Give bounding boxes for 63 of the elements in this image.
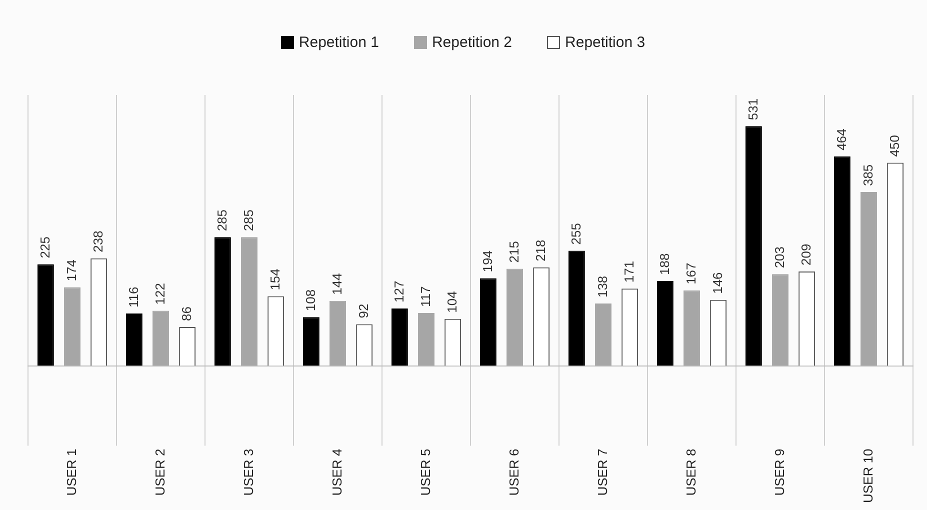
legend-label: Repetition 2 [432, 34, 512, 51]
data-label: 194 [480, 250, 495, 272]
bar [126, 313, 142, 366]
legend-label: Repetition 1 [298, 34, 379, 51]
bar [391, 308, 408, 366]
data-label: 171 [621, 260, 636, 283]
data-label: 255 [568, 223, 584, 245]
x-tick-label: USER 9 [772, 448, 787, 496]
data-label: 122 [152, 283, 168, 305]
data-label: 285 [240, 209, 256, 232]
data-label: 86 [178, 306, 194, 321]
bar [214, 237, 231, 366]
bar [860, 192, 877, 366]
data-label: 174 [64, 260, 79, 282]
bar [330, 300, 346, 366]
x-tick-label: USER 1 [64, 448, 79, 496]
bar [64, 287, 80, 366]
data-label: 144 [329, 273, 344, 295]
bar [684, 290, 700, 366]
bar [745, 126, 762, 366]
data-label: 108 [302, 289, 318, 312]
data-label: 218 [532, 240, 548, 262]
bar [241, 237, 258, 366]
data-label: 154 [267, 268, 282, 290]
bar [656, 280, 674, 366]
data-label: 127 [391, 280, 406, 302]
data-label: 464 [834, 128, 849, 150]
bar [506, 268, 523, 366]
x-tick-label: USER 3 [240, 448, 256, 496]
data-label: 531 [745, 98, 760, 120]
x-tick-label: USER 7 [594, 448, 610, 496]
data-label: 104 [444, 291, 460, 313]
legend-label: Repetition 3 [565, 34, 646, 51]
bar [418, 313, 434, 366]
x-tick-label: USER 2 [152, 448, 168, 496]
bar [302, 317, 320, 366]
x-tick-label: USER 10 [860, 448, 876, 504]
data-label: 209 [798, 244, 814, 266]
data-label: 385 [860, 164, 876, 186]
x-tick-label: USER 6 [506, 448, 522, 496]
data-label: 167 [683, 262, 698, 284]
data-label: 450 [886, 135, 902, 157]
bar [480, 278, 496, 366]
data-label: 117 [418, 286, 433, 307]
data-label: 146 [710, 272, 725, 294]
data-label: 285 [214, 209, 230, 232]
bar [568, 250, 585, 366]
bar [772, 274, 788, 366]
data-label: 138 [594, 276, 610, 298]
data-label: 203 [772, 246, 787, 268]
x-tick-label: USER 4 [329, 448, 344, 496]
bar [152, 310, 169, 366]
bar [834, 156, 850, 366]
bar [595, 304, 612, 366]
data-label: 225 [37, 236, 52, 258]
data-label: 238 [90, 230, 106, 252]
data-label: 116 [126, 286, 141, 308]
data-label: 188 [656, 253, 672, 275]
data-label: 215 [506, 241, 522, 263]
x-tick-label: USER 8 [683, 448, 698, 496]
bar [37, 264, 54, 366]
data-label: 92 [356, 304, 371, 318]
x-tick-label: USER 5 [418, 448, 433, 496]
